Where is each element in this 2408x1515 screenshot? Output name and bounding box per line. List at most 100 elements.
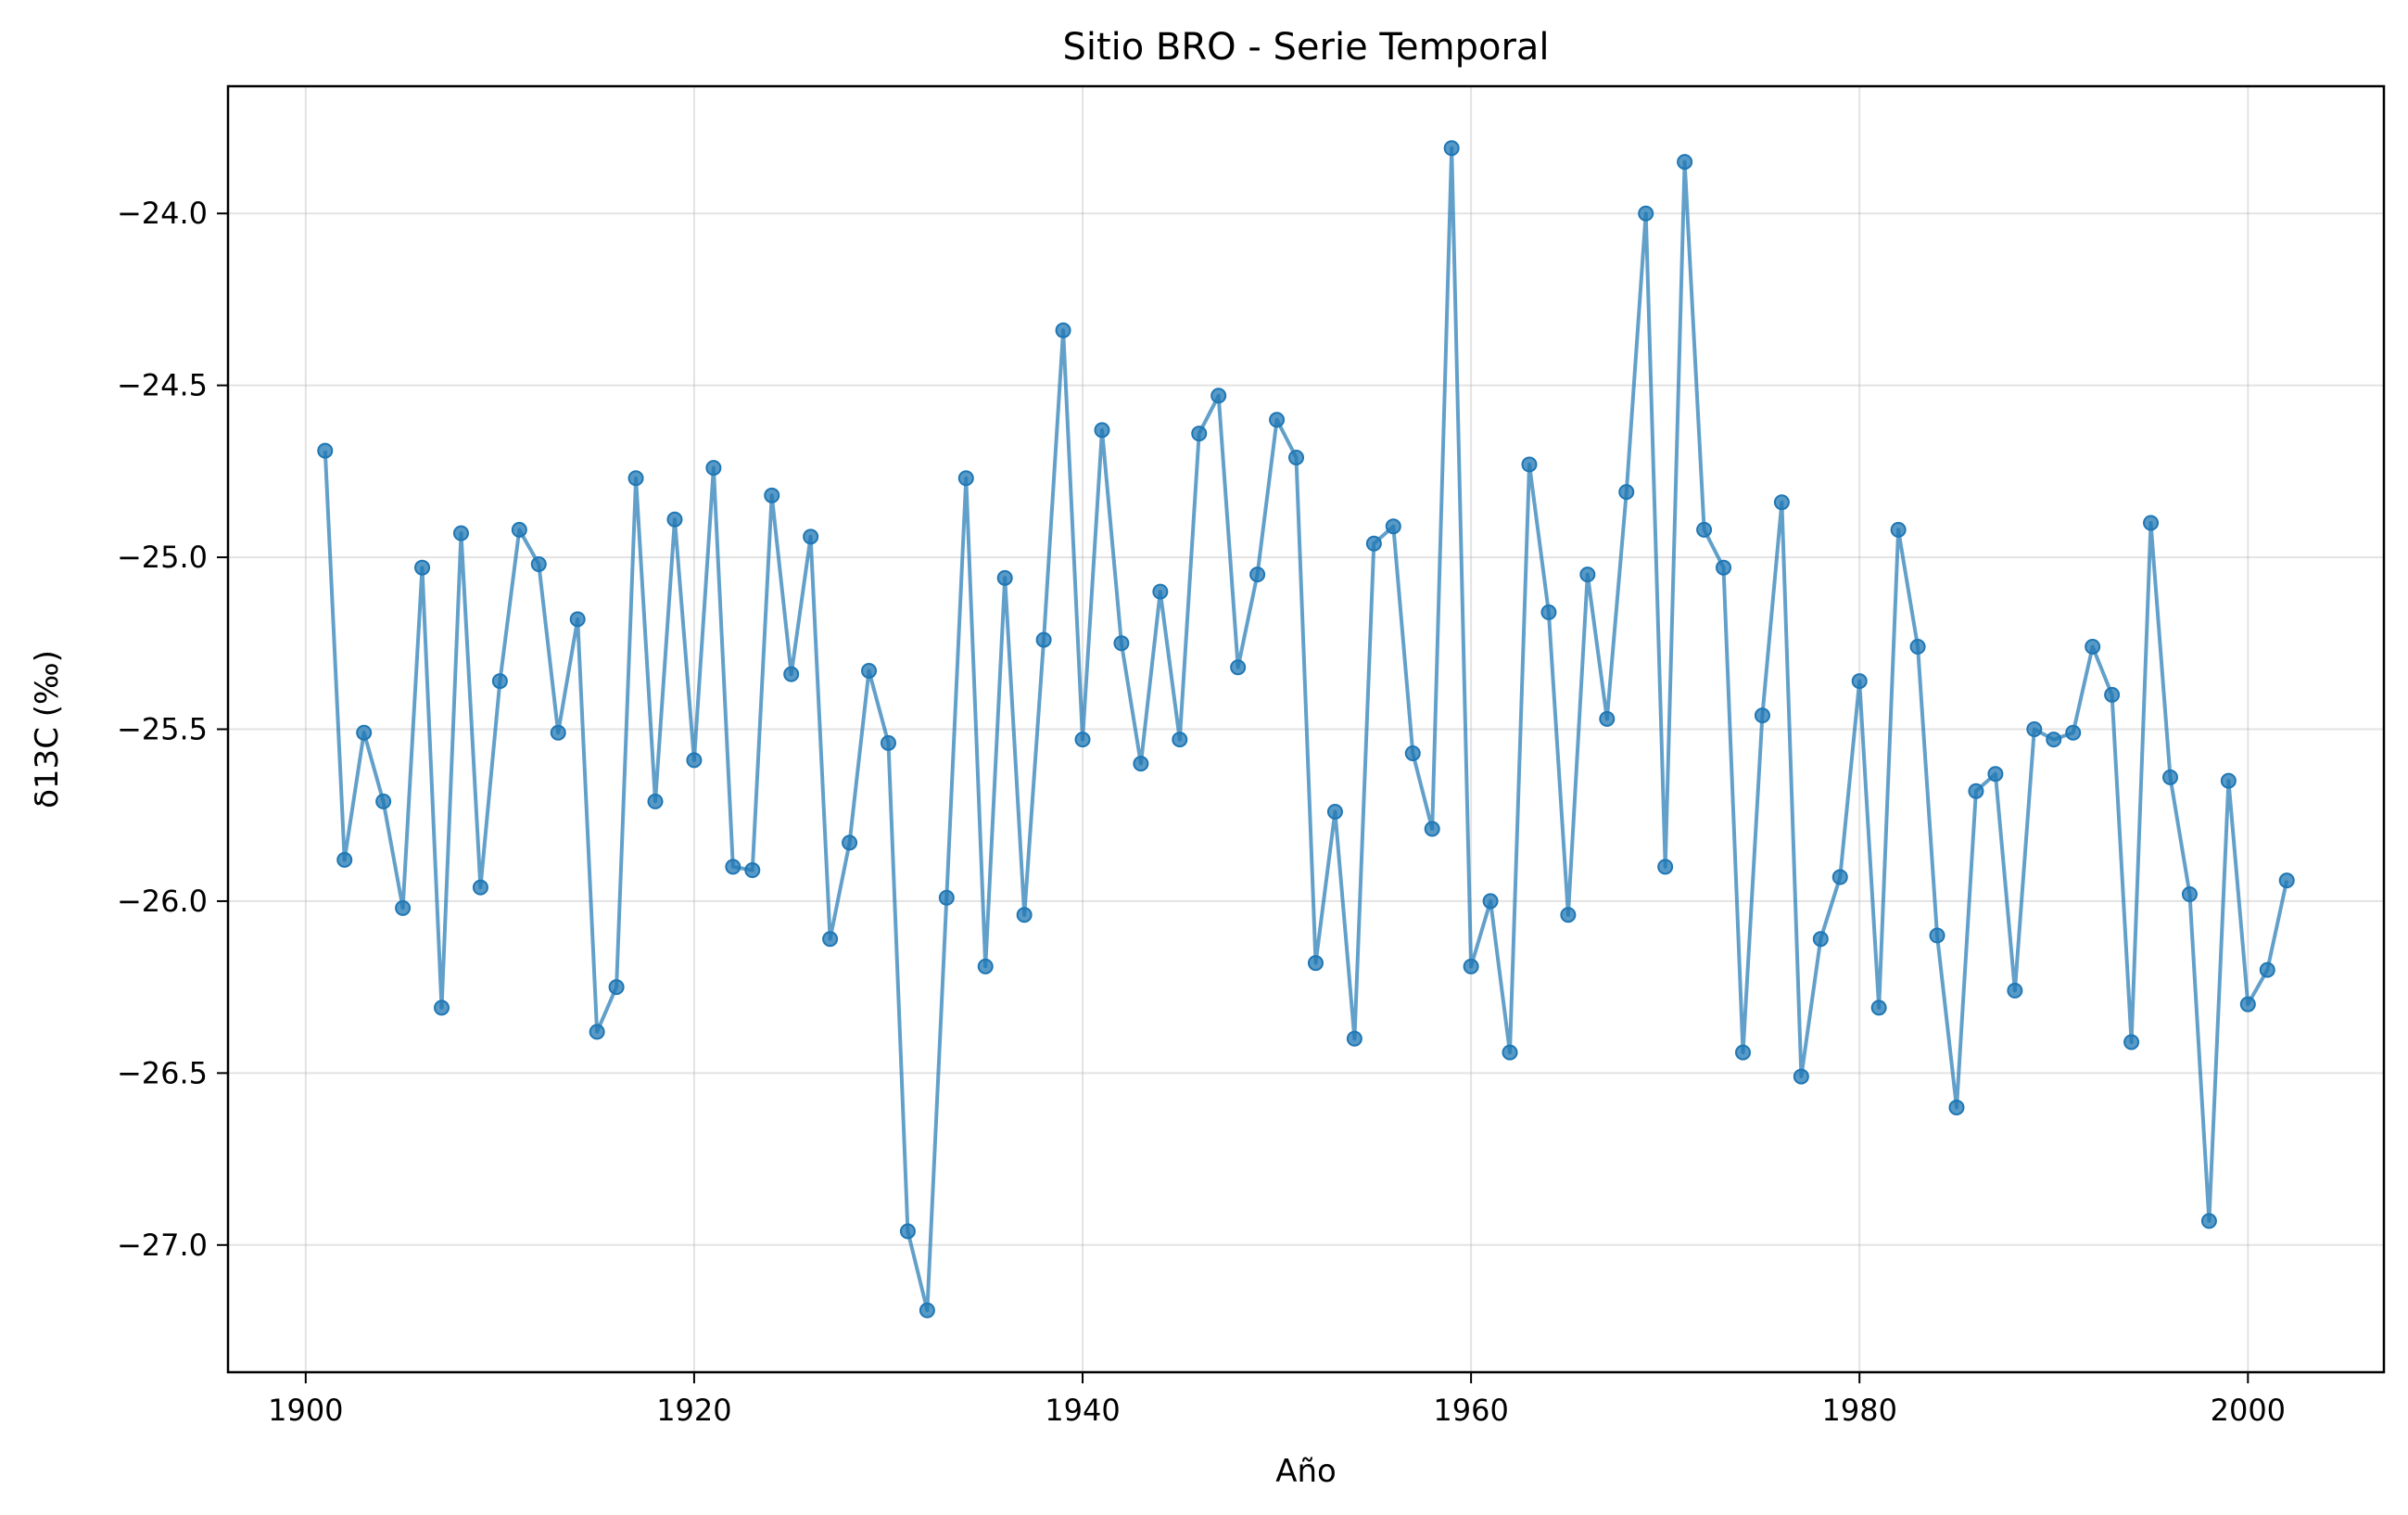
data-point xyxy=(1016,907,1033,923)
data-point xyxy=(550,724,566,741)
data-point xyxy=(1851,673,1868,690)
data-point xyxy=(1521,456,1538,473)
data-point xyxy=(1424,821,1440,837)
data-point xyxy=(608,979,625,996)
data-point xyxy=(803,528,819,545)
data-point xyxy=(1618,484,1635,501)
data-point xyxy=(1831,869,1848,885)
data-point xyxy=(1191,426,1208,442)
data-point xyxy=(1404,745,1421,761)
y-tick-label: −27.0 xyxy=(117,1228,208,1263)
data-point xyxy=(472,879,488,896)
data-point xyxy=(2046,732,2062,748)
x-tick-label: 1900 xyxy=(268,1393,343,1428)
data-point xyxy=(1929,927,1945,944)
data-point xyxy=(491,673,508,690)
data-point xyxy=(725,859,741,875)
data-point xyxy=(842,834,858,851)
data-point xyxy=(2161,769,2178,785)
data-point xyxy=(2200,1213,2217,1229)
y-tick-label: −25.0 xyxy=(117,540,208,575)
data-point xyxy=(2143,515,2160,531)
data-point xyxy=(1968,783,1984,799)
data-point xyxy=(1638,205,1654,222)
x-tick-label: 2000 xyxy=(2211,1393,2286,1428)
data-point xyxy=(1599,710,1616,727)
data-point xyxy=(1793,1068,1809,1085)
data-point xyxy=(1890,521,1907,538)
data-point xyxy=(1133,756,1149,772)
data-point xyxy=(1326,804,1343,821)
data-point xyxy=(1035,631,1052,648)
data-point xyxy=(686,752,703,769)
data-point xyxy=(1812,931,1829,948)
data-point xyxy=(764,487,780,503)
data-point xyxy=(647,793,664,809)
data-point xyxy=(1385,518,1401,535)
x-tick-label: 1980 xyxy=(1821,1393,1896,1428)
x-tick-label: 1920 xyxy=(656,1393,731,1428)
data-point xyxy=(1074,732,1091,748)
x-axis-label: Año xyxy=(1275,1453,1337,1490)
data-point xyxy=(511,521,527,538)
data-point xyxy=(783,666,800,682)
data-point xyxy=(1987,766,2004,783)
chart-title: Sitio BRO - Serie Temporal xyxy=(1062,26,1549,69)
data-point xyxy=(2026,721,2043,737)
data-point xyxy=(1172,732,1188,748)
data-point xyxy=(861,662,878,679)
data-point xyxy=(666,511,683,528)
data-point xyxy=(2259,961,2275,978)
data-point xyxy=(1540,604,1557,620)
data-point xyxy=(1677,154,1693,171)
data-point xyxy=(452,525,469,541)
data-point xyxy=(880,734,896,751)
data-point xyxy=(1094,422,1110,439)
data-point xyxy=(2104,686,2121,703)
data-point xyxy=(1502,1044,1518,1061)
data-point xyxy=(2220,772,2237,789)
data-point xyxy=(569,611,586,628)
data-point xyxy=(1773,494,1790,511)
data-point xyxy=(705,460,722,477)
data-point xyxy=(627,470,644,487)
data-point xyxy=(1307,955,1324,972)
axes: 1900 1920 1940 1960 1980 2000 −24.0 −24.5 −25.0 −… xyxy=(117,196,2286,1428)
data-point xyxy=(1055,322,1071,338)
data-point xyxy=(919,1302,935,1318)
data-point xyxy=(395,899,412,916)
y-tick-label: −25.5 xyxy=(117,712,208,747)
data-point xyxy=(938,889,955,906)
data-point xyxy=(1909,638,1926,655)
data-point xyxy=(1113,635,1130,652)
data-point xyxy=(1230,659,1247,676)
data-point xyxy=(1948,1099,1965,1115)
data-point xyxy=(1696,521,1713,538)
y-tick-label: −24.5 xyxy=(117,368,208,403)
data-point xyxy=(1870,999,1887,1016)
x-tick-label: 1960 xyxy=(1433,1393,1508,1428)
y-tick-label: −26.5 xyxy=(117,1055,208,1090)
data-point xyxy=(1443,140,1460,157)
data-point xyxy=(1249,567,1266,583)
y-axis-label: δ13C (‰) xyxy=(29,650,66,808)
data-point xyxy=(1463,958,1479,974)
series-layer xyxy=(317,140,2295,1318)
data-point xyxy=(336,851,353,868)
data-point xyxy=(899,1223,916,1240)
data-point xyxy=(822,931,839,948)
data-point xyxy=(1657,859,1674,875)
data-point xyxy=(317,442,334,459)
x-tick-label: 1940 xyxy=(1045,1393,1120,1428)
data-point xyxy=(1716,559,1732,576)
data-point xyxy=(1482,893,1499,910)
data-point xyxy=(375,793,392,809)
grid xyxy=(228,86,2384,1372)
data-point xyxy=(1288,450,1305,466)
data-point xyxy=(996,569,1013,586)
y-tick-label: −24.0 xyxy=(117,196,208,231)
data-point xyxy=(1734,1044,1751,1061)
data-point xyxy=(356,724,373,741)
data-point xyxy=(1560,907,1577,923)
